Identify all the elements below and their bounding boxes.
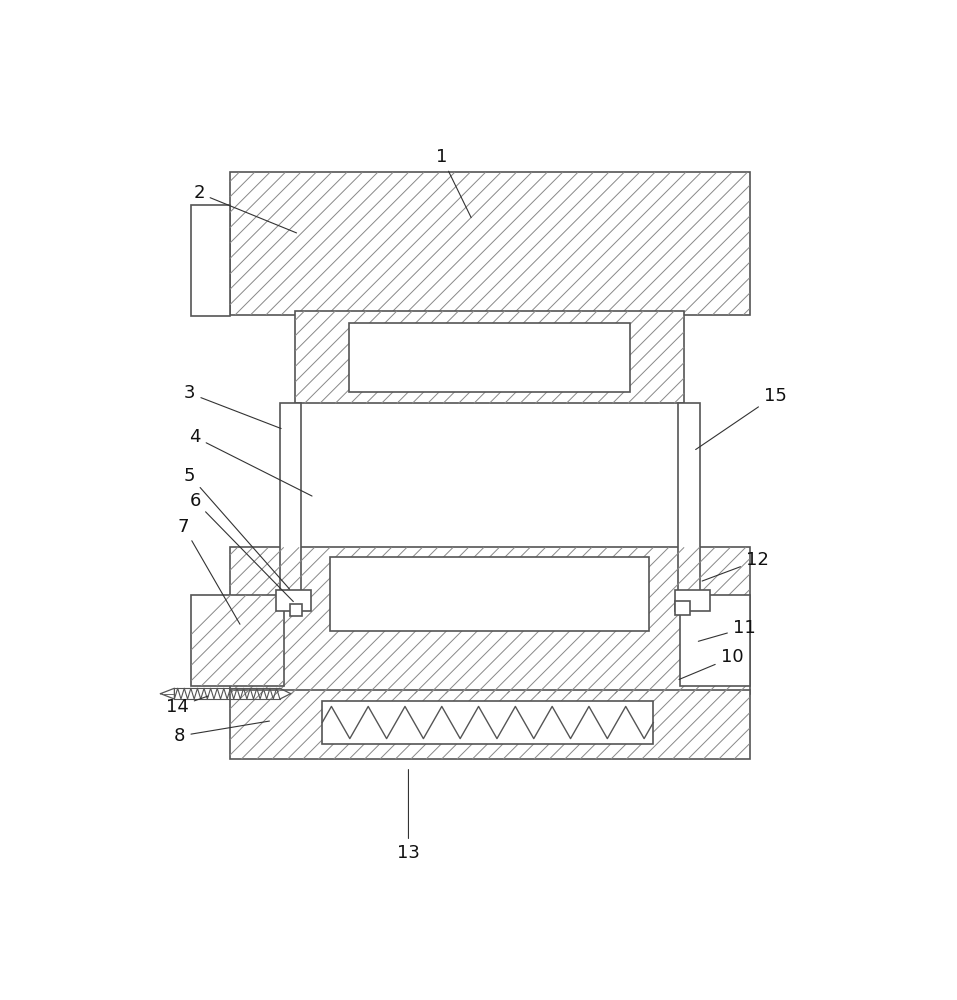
Text: 13: 13: [397, 770, 420, 862]
Text: 1: 1: [435, 148, 471, 218]
Bar: [230, 690, 749, 759]
Bar: [191, 595, 283, 686]
Text: 6: 6: [189, 492, 294, 602]
Text: 7: 7: [178, 518, 240, 624]
Bar: [349, 323, 631, 392]
Bar: [330, 557, 650, 631]
Text: 10: 10: [679, 648, 744, 679]
Text: 3: 3: [184, 384, 281, 429]
Bar: [296, 311, 684, 403]
Bar: [290, 604, 302, 616]
Bar: [680, 595, 749, 686]
Text: 5: 5: [184, 467, 290, 589]
Text: 11: 11: [699, 619, 756, 641]
Bar: [230, 172, 749, 315]
Text: 15: 15: [696, 387, 787, 450]
Bar: [230, 547, 749, 694]
Text: 4: 4: [189, 428, 312, 496]
Bar: [279, 403, 301, 600]
Bar: [675, 590, 709, 611]
Bar: [191, 205, 230, 316]
Bar: [675, 601, 690, 615]
Bar: [276, 590, 311, 611]
Bar: [678, 403, 700, 600]
Text: 8: 8: [174, 721, 270, 745]
Text: 12: 12: [702, 551, 768, 581]
Text: 14: 14: [166, 696, 208, 716]
Bar: [323, 701, 654, 744]
Text: 2: 2: [193, 184, 297, 233]
